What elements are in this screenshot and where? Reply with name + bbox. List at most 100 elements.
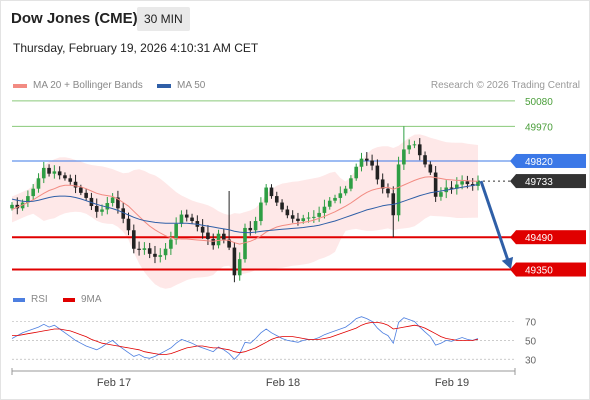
candle-body xyxy=(248,227,253,231)
candle-body xyxy=(423,155,427,165)
candle-body xyxy=(417,144,422,156)
candle-body xyxy=(126,218,131,231)
candle-body xyxy=(407,145,411,150)
candle-body xyxy=(100,209,104,212)
rsi-swatch xyxy=(13,297,25,302)
candle-body xyxy=(465,181,470,185)
candle-body xyxy=(68,178,73,182)
chart-header: Dow Jones (CME) 30 MIN xyxy=(0,0,590,36)
candle-body xyxy=(280,202,284,210)
level-tag-pointer xyxy=(510,262,516,277)
instrument-title: Dow Jones (CME) xyxy=(11,10,138,27)
level-label-49733: 49733 xyxy=(525,177,553,188)
candle-body xyxy=(375,165,380,180)
candle-body xyxy=(380,179,385,189)
candle-body xyxy=(36,178,41,189)
candle-body xyxy=(433,172,438,197)
candle-body xyxy=(200,226,205,233)
ma50-line xyxy=(11,184,479,234)
x-tick-label: Feb 19 xyxy=(435,377,469,389)
candle-body xyxy=(460,181,464,185)
candle-body xyxy=(131,230,136,249)
level-label-50080: 50080 xyxy=(525,97,553,108)
x-tick-label: Feb 17 xyxy=(97,377,131,389)
candle-body xyxy=(94,206,99,212)
level-label-49820: 49820 xyxy=(525,157,553,168)
candle-body xyxy=(412,144,417,146)
candle-body xyxy=(179,214,184,224)
attribution: Research © 2026 Trading Central xyxy=(430,80,580,91)
rsi-line xyxy=(11,316,479,360)
candle-body xyxy=(15,204,20,209)
level-tag-49733 xyxy=(516,174,586,189)
interval-badge[interactable]: 30 MIN xyxy=(137,7,190,31)
candle-body xyxy=(428,164,433,173)
candle-body xyxy=(327,200,332,207)
candle-body xyxy=(169,239,173,249)
candle-body xyxy=(41,167,46,179)
candle-body xyxy=(359,158,364,167)
candle-body xyxy=(354,166,359,179)
candle-body xyxy=(338,193,343,198)
candle-body xyxy=(31,188,35,197)
legend-ma50: MA 50 xyxy=(157,80,205,91)
candle-body xyxy=(253,221,258,231)
candle-body xyxy=(396,164,401,216)
candle-body xyxy=(306,217,311,219)
candle-body xyxy=(110,197,115,204)
candle-body xyxy=(73,181,78,188)
candle-body xyxy=(211,239,216,246)
candle-body xyxy=(269,187,274,197)
ma50-swatch xyxy=(157,83,171,88)
candle-body xyxy=(386,188,390,194)
forecast-arrow-head xyxy=(501,256,514,270)
candle-body xyxy=(216,233,221,246)
x-tick-label: Feb 18 xyxy=(266,377,300,389)
candle-body xyxy=(57,171,62,176)
ma20-swatch xyxy=(13,83,27,88)
rsi-tick-label: 50 xyxy=(525,336,537,347)
candle-body xyxy=(153,253,157,257)
candle-body xyxy=(84,192,88,198)
candle-body xyxy=(349,178,353,189)
candle-body xyxy=(455,184,459,189)
candle-body xyxy=(237,259,242,276)
candle-body xyxy=(163,248,168,256)
candle-body xyxy=(296,218,300,222)
level-tag-49490 xyxy=(516,230,586,245)
rsi-tick-label: 30 xyxy=(525,355,537,366)
candle-body xyxy=(264,187,268,203)
candle-body xyxy=(449,187,454,189)
candle-body xyxy=(174,223,178,240)
candle-body xyxy=(47,167,51,174)
rsi-label: RSI xyxy=(31,294,48,305)
candle-body xyxy=(301,218,306,222)
level-tag-pointer xyxy=(510,153,516,168)
candle-body xyxy=(333,197,337,201)
legend-9ma: 9MA xyxy=(63,294,102,305)
level-tag-pointer xyxy=(510,174,516,189)
candle-body xyxy=(274,196,279,203)
level-label-49970: 49970 xyxy=(525,122,553,133)
timestamp: Thursday, February 19, 2026 4:10:31 AM C… xyxy=(13,41,259,55)
legend-rsi: RSI xyxy=(13,294,48,305)
level-label-49490: 49490 xyxy=(525,233,553,244)
candle-body xyxy=(402,149,406,165)
candle-body xyxy=(89,197,94,207)
candle-body xyxy=(439,192,443,197)
ma50-label: MA 50 xyxy=(177,80,206,91)
candle-body xyxy=(137,248,141,250)
forecast-arrow-shaft xyxy=(479,180,511,265)
level-tag-49820 xyxy=(516,153,586,168)
candle-body xyxy=(227,239,231,248)
candle-body xyxy=(206,232,210,240)
candle-body xyxy=(312,216,316,218)
level-tag-49350 xyxy=(516,262,586,277)
candle-body xyxy=(52,171,57,174)
candle-body xyxy=(147,248,152,254)
candle-body xyxy=(364,158,369,161)
rsi-9ma-line xyxy=(12,321,479,355)
candle-body xyxy=(26,196,30,203)
level-tag-pointer xyxy=(510,230,516,245)
